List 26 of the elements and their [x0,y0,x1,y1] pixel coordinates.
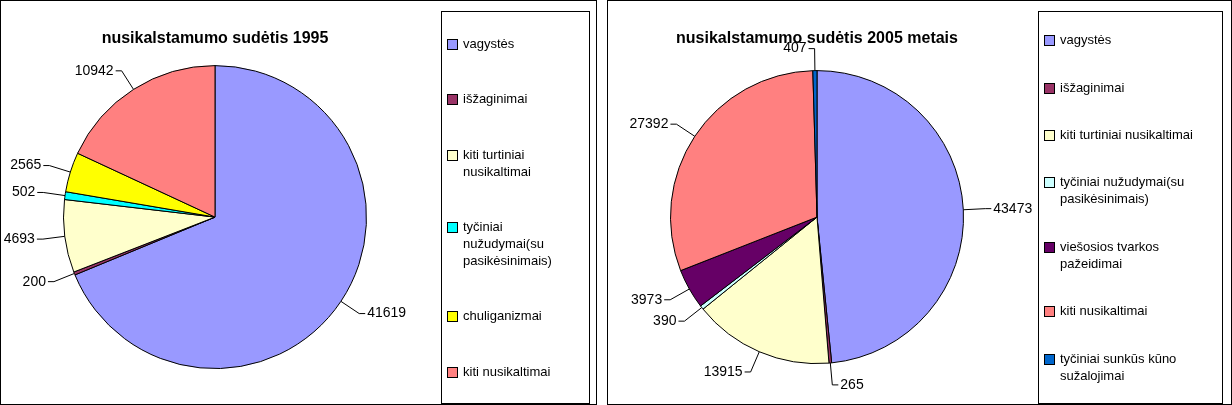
data-label: 4693 [3,229,36,246]
legend-label: tyčiniai sunkūs kūno sužalojimai [1060,349,1178,384]
data-label: 27392 [629,115,669,132]
legend-label: kiti nusikaltimai [463,362,551,380]
legend-label: išžaginimai [1060,78,1125,96]
data-label: 200 [22,272,47,289]
data-label: 502 [11,183,36,200]
data-label: 10942 [74,61,114,78]
legend-label: tyčiniai nužudymai(su pasikėsinimais) [1060,173,1186,208]
legend-label: išžaginimai [463,90,528,108]
legend-label: vagystės [463,35,515,53]
data-label: 43473 [993,199,1033,216]
legend-label: tyčiniai nužudymai(su pasikėsinimais) [463,218,553,270]
legend-label: kiti turtiniai nusikaltimai [1060,126,1193,144]
legend-label: kiti turtiniai nusikaltimai [463,145,532,180]
legend-label: vagystės [1060,31,1112,49]
data-label: 41619 [367,304,407,321]
data-label: 265 [840,375,864,392]
legend-label: viešosios tvarkos pažeidimai [1060,237,1160,272]
data-label: 3973 [631,290,663,307]
data-label: 2565 [10,156,42,173]
data-label: 390 [653,312,677,328]
legend-label: kiti nusikaltimai [1060,302,1148,320]
legend-label: chuliganizmai [463,307,542,325]
data-label: 13915 [703,362,743,379]
text: nusikalstamumo sudėtis 1995 [101,29,329,47]
